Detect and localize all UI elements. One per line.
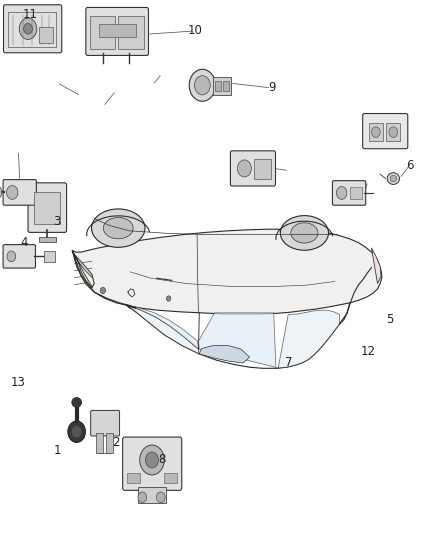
Bar <box>118 16 144 49</box>
Ellipse shape <box>0 187 2 198</box>
Bar <box>8 12 56 47</box>
Text: 6: 6 <box>406 159 413 172</box>
Circle shape <box>7 185 18 199</box>
Bar <box>99 24 136 37</box>
Bar <box>254 159 271 179</box>
FancyBboxPatch shape <box>28 183 67 232</box>
Ellipse shape <box>92 209 145 247</box>
Bar <box>127 473 140 483</box>
Bar <box>44 251 55 262</box>
Polygon shape <box>74 257 94 287</box>
FancyBboxPatch shape <box>332 181 366 205</box>
Text: 4: 4 <box>20 236 28 249</box>
Circle shape <box>389 127 398 138</box>
Ellipse shape <box>387 173 399 184</box>
FancyBboxPatch shape <box>3 180 36 205</box>
Circle shape <box>140 445 164 475</box>
FancyBboxPatch shape <box>86 7 148 55</box>
Ellipse shape <box>280 216 328 251</box>
Ellipse shape <box>189 69 215 101</box>
Polygon shape <box>128 306 198 349</box>
Bar <box>386 123 400 141</box>
Text: 12: 12 <box>360 345 375 358</box>
Text: 9: 9 <box>268 82 276 94</box>
FancyBboxPatch shape <box>363 114 408 149</box>
Text: 8: 8 <box>159 453 166 466</box>
Bar <box>106 433 113 453</box>
Bar <box>213 77 231 95</box>
FancyBboxPatch shape <box>4 5 62 53</box>
Polygon shape <box>72 229 382 314</box>
FancyBboxPatch shape <box>91 410 120 436</box>
Text: 1: 1 <box>53 444 61 457</box>
Ellipse shape <box>71 425 82 438</box>
FancyBboxPatch shape <box>123 437 182 490</box>
Polygon shape <box>371 248 381 284</box>
Ellipse shape <box>194 76 210 95</box>
FancyBboxPatch shape <box>230 151 276 186</box>
Text: 13: 13 <box>11 376 26 389</box>
Circle shape <box>19 18 37 39</box>
Polygon shape <box>198 313 276 368</box>
Text: 2: 2 <box>112 436 120 449</box>
Bar <box>96 433 103 453</box>
Circle shape <box>100 287 106 294</box>
Circle shape <box>145 452 159 468</box>
Ellipse shape <box>390 175 397 182</box>
Bar <box>34 192 60 224</box>
Polygon shape <box>276 310 339 368</box>
Polygon shape <box>72 251 94 288</box>
Text: 11: 11 <box>22 9 37 21</box>
Polygon shape <box>199 345 250 363</box>
Bar <box>223 81 229 91</box>
Circle shape <box>138 492 147 503</box>
Circle shape <box>24 23 32 34</box>
Text: 7: 7 <box>285 356 293 369</box>
Bar <box>90 16 115 49</box>
Circle shape <box>166 296 171 301</box>
Text: 10: 10 <box>187 25 202 37</box>
Ellipse shape <box>72 398 81 407</box>
Ellipse shape <box>103 217 133 239</box>
Bar <box>164 473 177 483</box>
Ellipse shape <box>68 421 85 442</box>
FancyBboxPatch shape <box>3 245 35 268</box>
Bar <box>215 81 221 91</box>
Bar <box>39 237 56 242</box>
Circle shape <box>156 492 165 503</box>
Text: 3: 3 <box>53 215 60 228</box>
Circle shape <box>237 160 251 177</box>
Circle shape <box>7 251 16 262</box>
Bar <box>350 187 362 199</box>
Bar <box>138 487 166 503</box>
Circle shape <box>336 187 347 199</box>
Circle shape <box>371 127 380 138</box>
Bar <box>39 27 53 43</box>
Polygon shape <box>127 305 199 354</box>
Ellipse shape <box>291 223 318 243</box>
Text: 5: 5 <box>386 313 393 326</box>
Bar <box>369 123 383 141</box>
